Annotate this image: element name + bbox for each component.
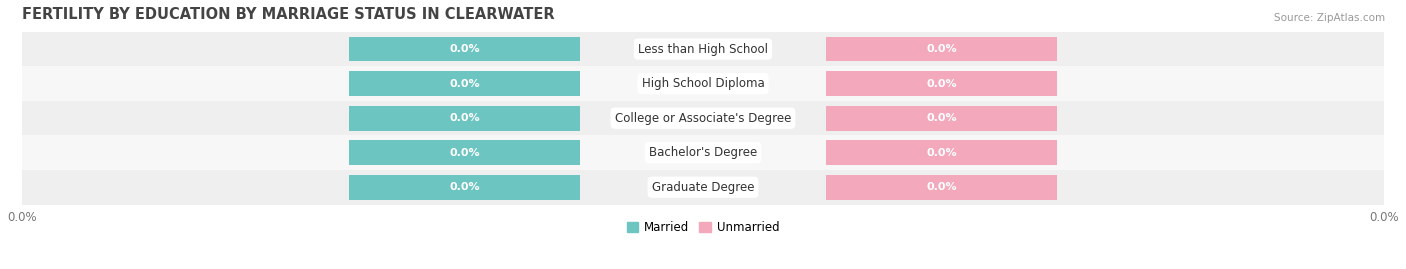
- Text: 0.0%: 0.0%: [927, 148, 956, 158]
- Text: High School Diploma: High School Diploma: [641, 77, 765, 90]
- Text: Less than High School: Less than High School: [638, 43, 768, 56]
- Text: 0.0%: 0.0%: [450, 44, 479, 54]
- Text: 0.0%: 0.0%: [450, 113, 479, 123]
- Text: Bachelor's Degree: Bachelor's Degree: [650, 146, 756, 159]
- Bar: [21, 101, 1385, 135]
- Legend: Married, Unmarried: Married, Unmarried: [621, 217, 785, 239]
- Bar: [825, 106, 1057, 130]
- Bar: [349, 175, 581, 200]
- Text: 0.0%: 0.0%: [450, 79, 479, 89]
- Bar: [21, 170, 1385, 204]
- Bar: [21, 32, 1385, 66]
- Bar: [825, 71, 1057, 96]
- Bar: [349, 71, 581, 96]
- Bar: [349, 37, 581, 62]
- Bar: [21, 135, 1385, 170]
- Bar: [825, 175, 1057, 200]
- Text: Source: ZipAtlas.com: Source: ZipAtlas.com: [1274, 13, 1385, 23]
- Text: 0.0%: 0.0%: [927, 182, 956, 192]
- Text: FERTILITY BY EDUCATION BY MARRIAGE STATUS IN CLEARWATER: FERTILITY BY EDUCATION BY MARRIAGE STATU…: [21, 7, 554, 22]
- Text: 0.0%: 0.0%: [927, 113, 956, 123]
- Bar: [825, 37, 1057, 62]
- Text: Graduate Degree: Graduate Degree: [652, 181, 754, 194]
- Bar: [21, 66, 1385, 101]
- Text: 0.0%: 0.0%: [450, 182, 479, 192]
- Bar: [349, 106, 581, 130]
- Text: College or Associate's Degree: College or Associate's Degree: [614, 112, 792, 125]
- Bar: [349, 140, 581, 165]
- Text: 0.0%: 0.0%: [927, 44, 956, 54]
- Bar: [825, 140, 1057, 165]
- Text: 0.0%: 0.0%: [927, 79, 956, 89]
- Text: 0.0%: 0.0%: [450, 148, 479, 158]
